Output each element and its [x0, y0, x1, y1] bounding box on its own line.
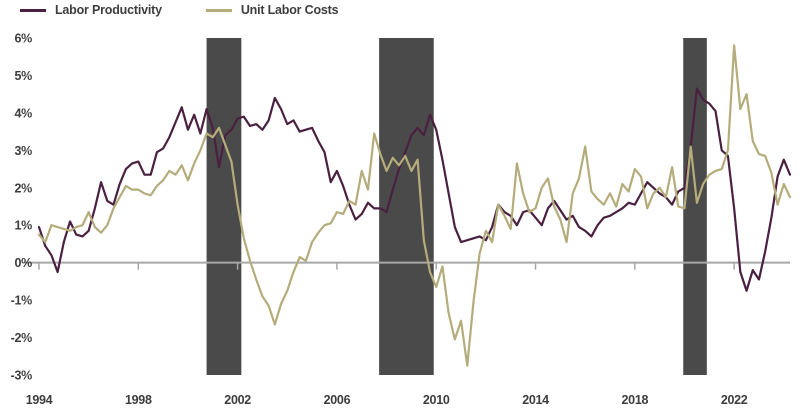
- chart-legend: Labor Productivity Unit Labor Costs: [0, 0, 382, 20]
- legend-swatch-unit-labor-costs: [205, 8, 232, 12]
- x-axis-tick-label: 2006: [324, 393, 351, 407]
- legend-label-labor-productivity: Labor Productivity: [55, 3, 162, 17]
- y-axis-tick-label: 3%: [15, 144, 33, 158]
- data-series: [37, 44, 792, 367]
- recession-band: [206, 38, 242, 375]
- x-axis-tick-label: 1994: [26, 393, 53, 407]
- series-line-unit-labor-costs: [37, 44, 792, 367]
- x-axis-tick-label: 1998: [125, 393, 152, 407]
- y-axis-tick-label: -1%: [11, 294, 33, 308]
- x-axis-tick-label: 2014: [522, 393, 549, 407]
- y-axis-ticks: 6% 5% 4% 3% 2% 1% 0% -1% -2% -3%: [11, 32, 33, 383]
- legend-label-unit-labor-costs: Unit Labor Costs: [240, 3, 339, 17]
- x-axis-tick-label: 2002: [224, 393, 251, 407]
- y-axis-tick-label: 4%: [15, 106, 33, 120]
- y-axis-tick-label: 1%: [15, 219, 33, 233]
- y-axis-tick-label: -3%: [11, 369, 33, 383]
- y-axis-tick-label: 5%: [15, 69, 33, 83]
- legend-item-labor-productivity: Labor Productivity: [20, 3, 162, 17]
- recession-bands: [206, 38, 707, 375]
- x-axis-tick-label: 2010: [423, 393, 450, 407]
- y-axis-tick-label: 2%: [15, 181, 33, 195]
- x-axis-tick-label: 2018: [622, 393, 649, 407]
- legend-item-unit-labor-costs: Unit Labor Costs: [205, 3, 339, 17]
- y-axis-tick-label: -2%: [11, 331, 33, 345]
- y-axis-tick-label: 0%: [15, 256, 33, 270]
- x-axis-tick-label: 2022: [721, 393, 748, 407]
- y-axis-tick-label: 6%: [15, 32, 33, 46]
- recession-band: [683, 38, 707, 375]
- x-axis-ticks: 1994 1998 2002 2006 2010 2014 2018 2022: [26, 262, 748, 407]
- legend-swatch-labor-productivity: [20, 8, 46, 12]
